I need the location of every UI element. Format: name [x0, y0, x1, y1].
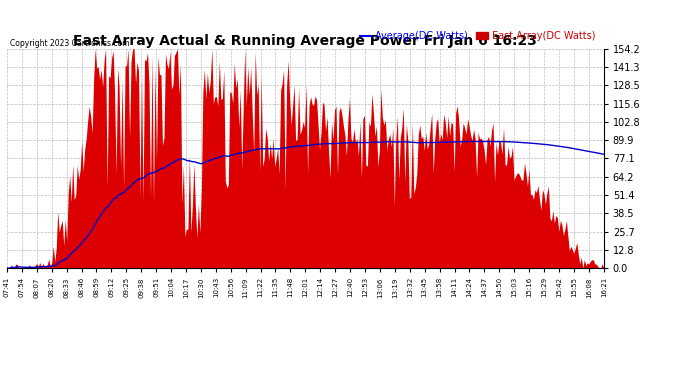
Title: East Array Actual & Running Average Power Fri Jan 6 16:23: East Array Actual & Running Average Powe… — [73, 34, 538, 48]
Legend: Average(DC Watts), East Array(DC Watts): Average(DC Watts), East Array(DC Watts) — [356, 27, 599, 45]
Text: Copyright 2023 Cartronics.com: Copyright 2023 Cartronics.com — [10, 39, 130, 48]
